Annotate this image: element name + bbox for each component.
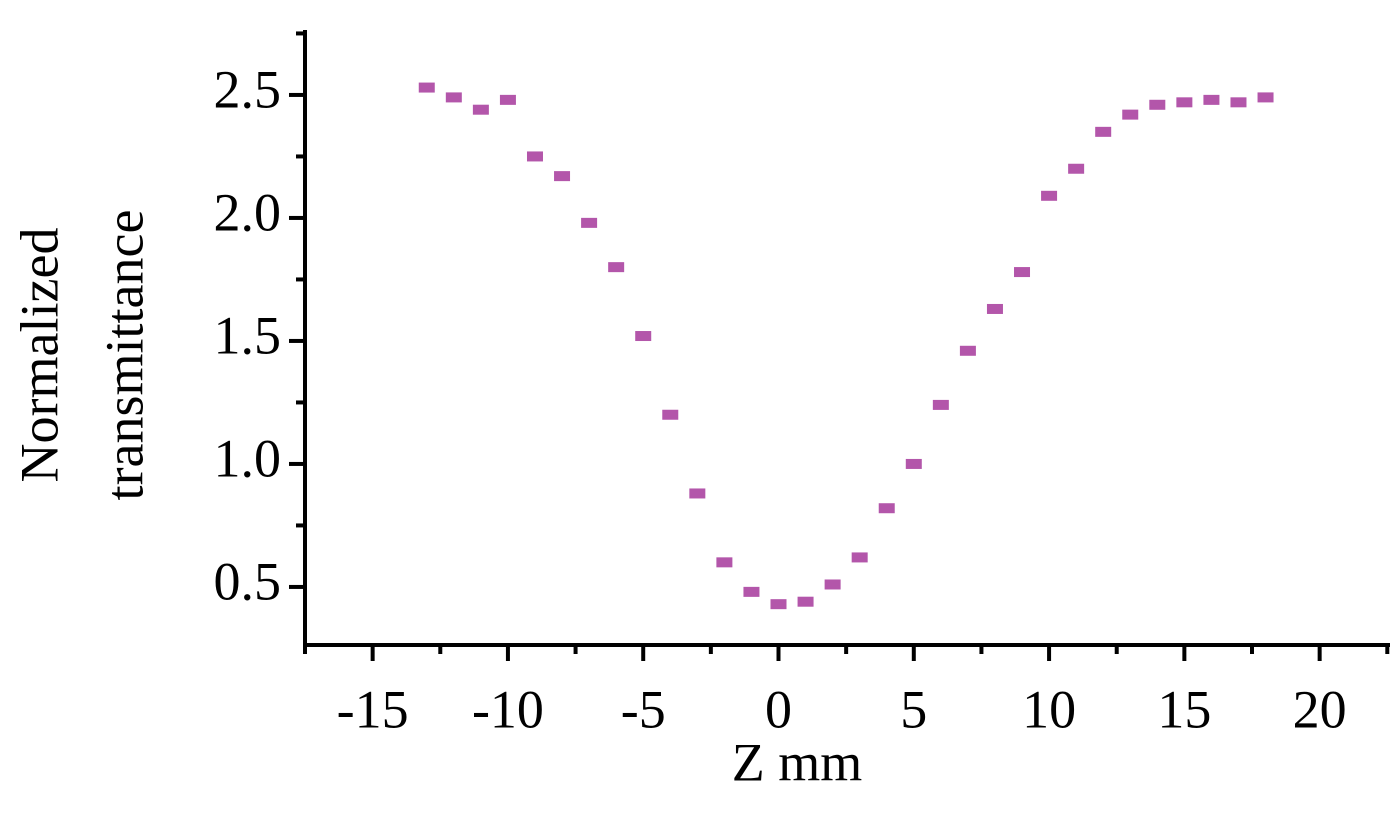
marker	[445, 92, 462, 103]
x-tick-label: 20	[1293, 679, 1347, 739]
y-tick-label: 0.5	[214, 551, 282, 611]
y-tick-label: 1.5	[214, 305, 282, 365]
marker	[1041, 190, 1058, 201]
marker	[1095, 126, 1112, 137]
marker	[851, 552, 868, 563]
x-tick-label: -15	[337, 679, 409, 739]
marker	[959, 345, 976, 356]
marker	[1122, 109, 1139, 120]
marker	[581, 217, 598, 228]
x-tick-label: -5	[621, 679, 666, 739]
marker	[1257, 92, 1274, 103]
marker	[526, 151, 543, 162]
marker	[932, 399, 949, 410]
y-tick-label: 1.0	[214, 428, 282, 488]
marker	[878, 503, 895, 514]
marker	[608, 262, 625, 273]
y-tick-label: 2.0	[214, 182, 282, 242]
marker	[986, 303, 1003, 314]
marker	[797, 596, 814, 607]
marker	[499, 94, 516, 105]
marker	[472, 104, 489, 115]
x-tick-label: 0	[765, 679, 792, 739]
marker	[1014, 267, 1031, 278]
marker	[1203, 94, 1220, 105]
y-tick-label: 2.5	[214, 59, 282, 119]
x-tick-label: 5	[900, 679, 927, 739]
marker	[824, 579, 841, 590]
marker	[770, 599, 787, 610]
y-axis-label: transmittance	[94, 210, 154, 501]
marker	[905, 458, 922, 469]
x-tick-label: 10	[1022, 679, 1076, 739]
marker	[689, 488, 706, 499]
x-axis-label: Z mm	[732, 732, 863, 792]
marker	[1068, 163, 1085, 174]
y-axis-label: Normalized	[9, 228, 69, 483]
marker	[554, 171, 571, 182]
marker	[716, 557, 733, 568]
marker	[1176, 97, 1193, 108]
marker	[1149, 99, 1166, 110]
marker	[743, 586, 760, 597]
marker	[635, 331, 652, 342]
marker	[418, 82, 435, 93]
x-tick-label: -10	[472, 679, 544, 739]
x-tick-label: 15	[1157, 679, 1211, 739]
marker	[662, 409, 679, 420]
marker	[1230, 97, 1247, 108]
